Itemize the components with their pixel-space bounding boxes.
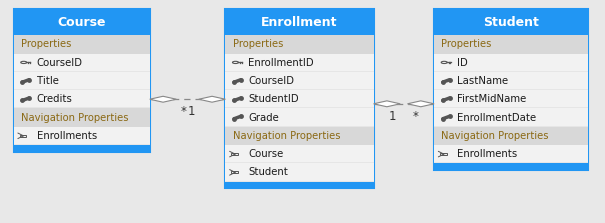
Text: Enrollments: Enrollments [37, 131, 97, 141]
Text: Enrollment: Enrollment [261, 16, 338, 29]
Bar [434, 35, 589, 54]
Bar [225, 127, 373, 145]
Text: *: * [413, 109, 418, 123]
Text: Enrollments: Enrollments [457, 149, 517, 159]
Bar [14, 54, 150, 72]
Text: Properties: Properties [442, 39, 492, 49]
Bar [14, 72, 150, 90]
Bar [14, 9, 150, 152]
Bar [434, 163, 589, 170]
Text: EnrollmentDate: EnrollmentDate [457, 113, 536, 122]
Text: LastName: LastName [457, 76, 508, 86]
Bar [434, 9, 589, 35]
Bar [434, 9, 589, 170]
Text: *: * [181, 105, 186, 118]
Text: Navigation Properties: Navigation Properties [442, 131, 549, 141]
Polygon shape [198, 96, 225, 102]
Bar [225, 108, 373, 127]
Text: Course: Course [57, 16, 106, 29]
Bar [14, 127, 150, 145]
Text: CourseID: CourseID [37, 58, 83, 68]
Bar [225, 90, 373, 108]
Text: Student: Student [483, 16, 539, 29]
Text: Grade: Grade [248, 113, 279, 122]
Bar [14, 108, 150, 127]
Polygon shape [408, 101, 434, 107]
Text: Course: Course [248, 149, 284, 159]
Text: CourseID: CourseID [248, 76, 295, 86]
Bar [225, 35, 373, 54]
Text: Credits: Credits [37, 94, 73, 104]
Polygon shape [150, 96, 177, 102]
Bar [434, 127, 589, 145]
Polygon shape [373, 101, 401, 107]
Bar [225, 54, 373, 72]
Text: Properties: Properties [21, 39, 71, 49]
Bar [14, 90, 150, 108]
FancyBboxPatch shape [232, 171, 238, 173]
Bar [225, 163, 373, 182]
Text: Properties: Properties [232, 39, 283, 49]
Bar [14, 145, 150, 152]
Bar [14, 35, 150, 54]
Text: StudentID: StudentID [248, 94, 299, 104]
Text: Navigation Properties: Navigation Properties [21, 113, 128, 122]
Bar [225, 9, 373, 188]
Text: 1: 1 [188, 105, 195, 118]
Text: FirstMidName: FirstMidName [457, 94, 526, 104]
Text: Title: Title [37, 76, 59, 86]
Text: Navigation Properties: Navigation Properties [232, 131, 340, 141]
Bar [225, 72, 373, 90]
Bar [434, 54, 589, 72]
Bar [225, 9, 373, 35]
Text: Student: Student [248, 167, 288, 177]
FancyBboxPatch shape [20, 135, 27, 137]
Bar [434, 72, 589, 90]
Bar [14, 9, 150, 35]
Bar [434, 108, 589, 127]
Bar [434, 145, 589, 163]
Bar [434, 90, 589, 108]
FancyBboxPatch shape [440, 153, 447, 155]
Text: 1: 1 [388, 109, 396, 123]
FancyBboxPatch shape [232, 153, 238, 155]
Bar [225, 145, 373, 163]
Text: ID: ID [457, 58, 468, 68]
Text: EnrollmentID: EnrollmentID [248, 58, 314, 68]
Bar [225, 182, 373, 188]
